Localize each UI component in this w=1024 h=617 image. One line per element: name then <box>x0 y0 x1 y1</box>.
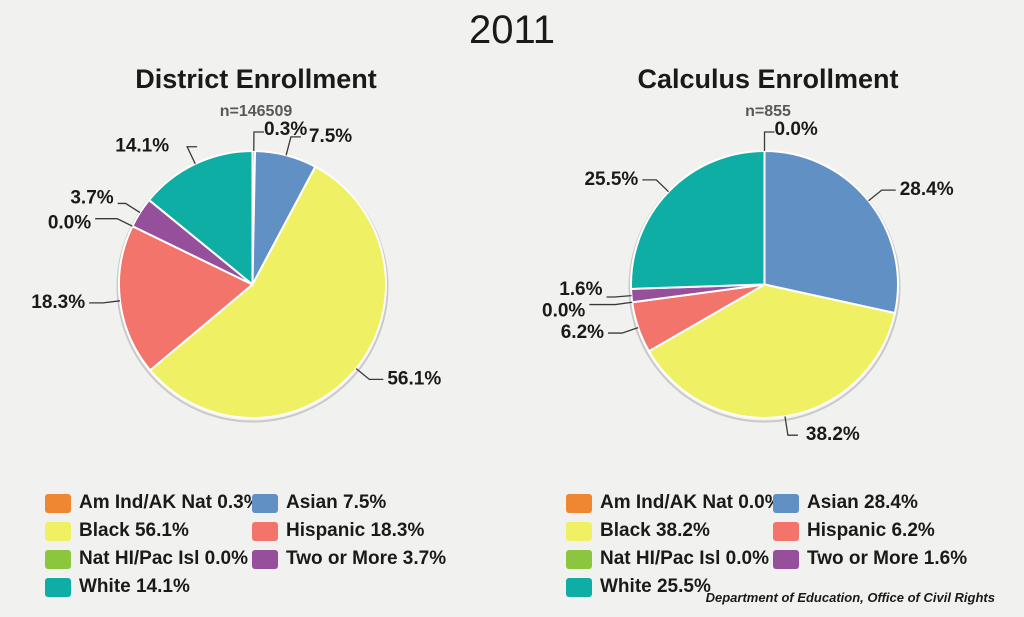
svg-text:6.2%: 6.2% <box>561 322 604 343</box>
svg-text:18.3%: 18.3% <box>31 292 85 313</box>
svg-text:0.3%: 0.3% <box>264 119 307 140</box>
svg-text:25.5%: 25.5% <box>584 169 638 190</box>
svg-text:1.6%: 1.6% <box>559 279 602 300</box>
svg-text:28.4%: 28.4% <box>900 179 954 200</box>
svg-text:0.0%: 0.0% <box>542 301 585 322</box>
svg-text:3.7%: 3.7% <box>70 187 113 208</box>
svg-text:7.5%: 7.5% <box>309 126 352 147</box>
svg-text:56.1%: 56.1% <box>387 368 441 389</box>
svg-text:0.0%: 0.0% <box>48 213 91 234</box>
svg-text:38.2%: 38.2% <box>806 424 860 445</box>
svg-text:0.0%: 0.0% <box>775 119 818 140</box>
svg-text:14.1%: 14.1% <box>115 136 169 157</box>
